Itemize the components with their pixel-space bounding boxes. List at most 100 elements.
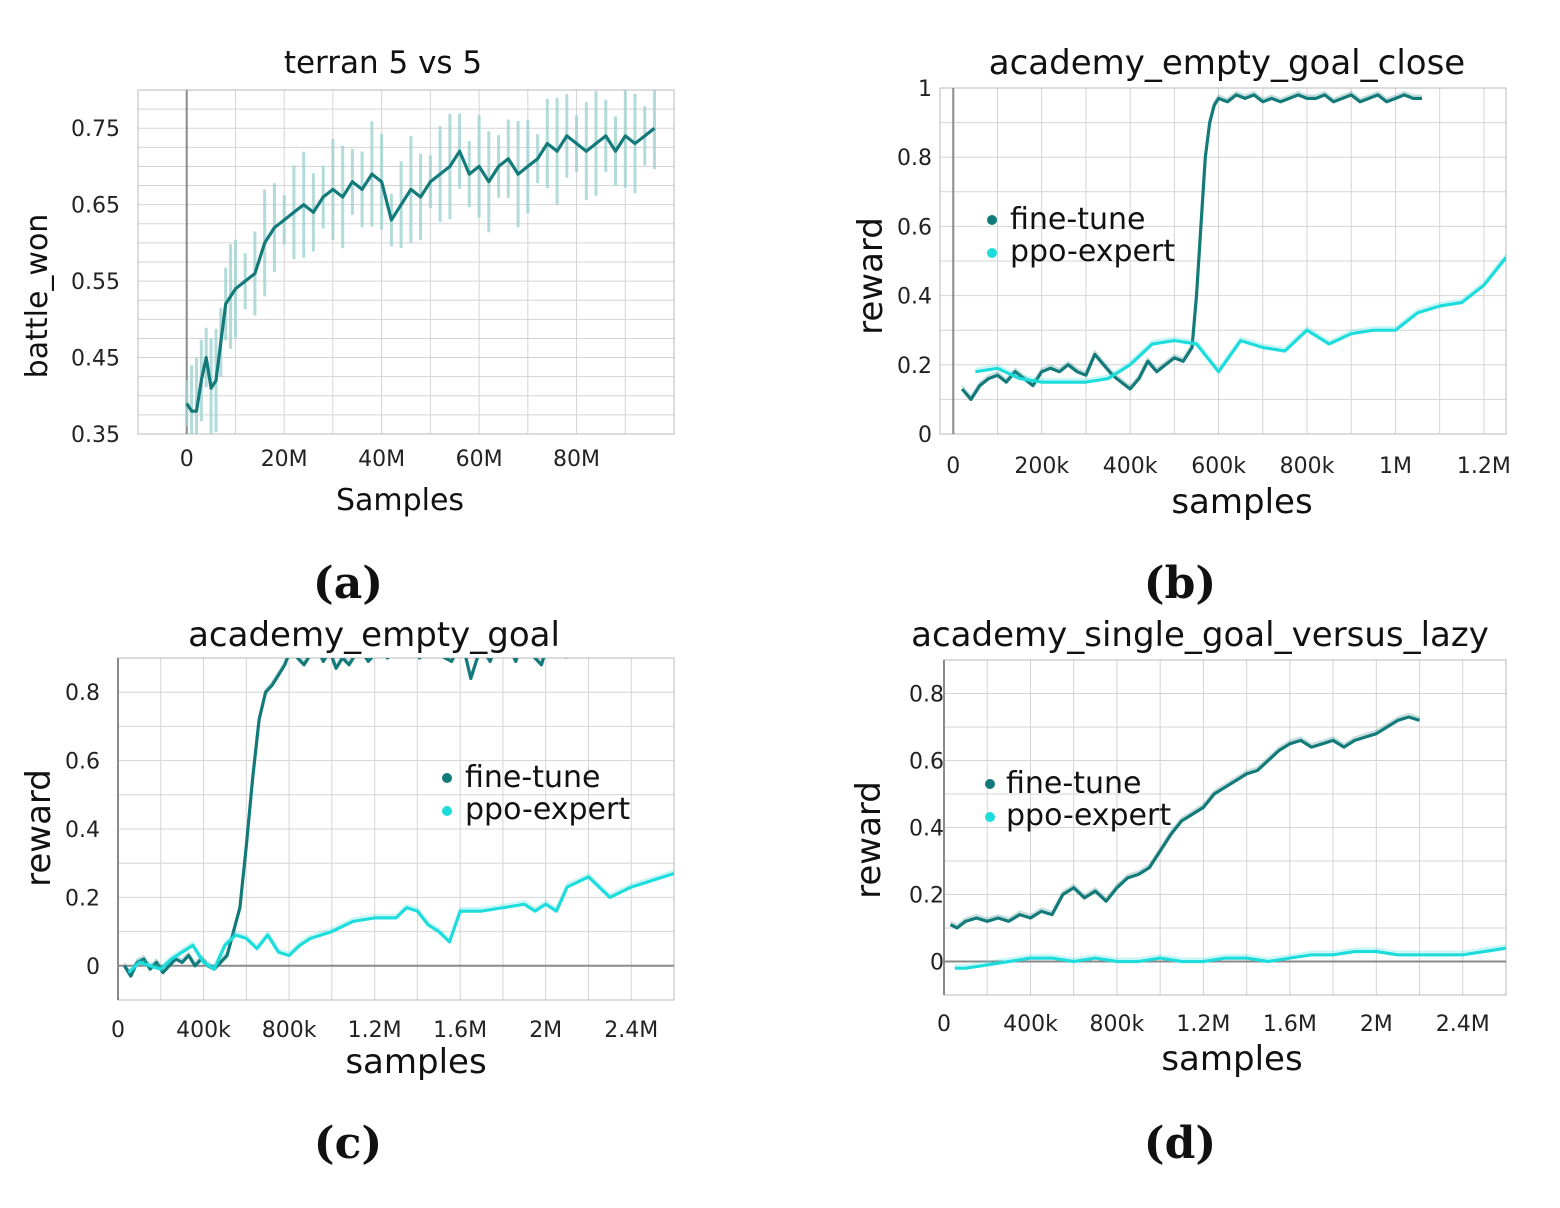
panel-a-series (185, 90, 656, 434)
panel-d-ylabel: reward (849, 781, 889, 899)
x-tick-label: 2.4M (1436, 1012, 1490, 1037)
y-tick-label: 0.55 (71, 270, 120, 295)
y-tick-label: 0.2 (909, 884, 944, 909)
legend-marker-ppo-expert (987, 248, 997, 258)
x-tick-label: 400k (1103, 454, 1158, 479)
y-tick-label: 0.8 (909, 683, 944, 708)
y-tick-label: 0.4 (909, 817, 944, 842)
x-tick-label: 0 (937, 1012, 951, 1037)
x-tick-label: 800k (262, 1018, 317, 1043)
series-ppo_expert-line (975, 256, 1506, 384)
x-tick-label: 0 (180, 447, 194, 472)
series-ppo_expert-line (954, 946, 1506, 970)
series-fine_tune-line (123, 658, 568, 978)
panel-d: academy_single_goal_versus_lazy 0 400k 800… (849, 615, 1507, 1169)
series-fine_tune-raw (123, 658, 544, 976)
legend-label-fine-tune: fine-tune (465, 760, 600, 795)
x-tick-label: 40M (358, 447, 405, 472)
legend-label-ppo-expert: ppo-expert (465, 792, 630, 827)
legend-label-fine-tune: fine-tune (1006, 766, 1141, 801)
x-tick-label: 2M (529, 1018, 562, 1043)
panel-d-title: academy_single_goal_versus_lazy (911, 615, 1489, 655)
panel-c-xlabel: samples (345, 1042, 486, 1082)
y-tick-label: 0.8 (897, 146, 932, 171)
y-tick-label: 0.6 (897, 215, 932, 240)
panel-d-caption: (d) (1144, 1118, 1216, 1169)
x-tick-label: 200k (1014, 454, 1069, 479)
panel-a-grid (137, 89, 675, 435)
panel-d-xlabel: samples (1161, 1039, 1302, 1079)
raw-noise-band (185, 90, 656, 434)
x-tick-label: 800k (1280, 454, 1335, 479)
series-fine_tune-line (185, 126, 656, 413)
legend-marker-fine-tune (985, 779, 995, 789)
x-tick-label: 0 (111, 1018, 125, 1043)
legend-label-fine-tune: fine-tune (1010, 202, 1145, 237)
series-fine_tune-line (949, 715, 1420, 930)
panel-a-ticks: 0 20M 40M 60M 80M 0.35 0.45 0.55 0.65 0.75 (71, 117, 600, 472)
y-tick-label: 0.65 (71, 194, 120, 219)
panel-a-caption: (a) (313, 558, 383, 609)
series-group (960, 90, 1506, 401)
y-tick-label: 0 (86, 955, 100, 980)
series-fine_tune-line (960, 93, 1422, 401)
x-tick-label: 1.2M (1176, 1012, 1230, 1037)
panel-a-ylabel: battle_won (20, 214, 55, 379)
panel-c-legend: fine-tune ppo-expert (442, 760, 630, 827)
panel-a: terran 5 vs 5 0 20M 40M 60M 80M0.350.450.550… (20, 45, 675, 609)
x-tick-label: 0 (946, 454, 960, 479)
x-tick-label: 80M (553, 447, 600, 472)
panel-b-caption: (b) (1144, 558, 1216, 609)
y-tick-label: 0 (930, 951, 944, 976)
legend-marker-ppo-expert (985, 812, 995, 822)
y-tick-label: 1 (918, 77, 932, 102)
panel-b-ylabel: reward (851, 217, 891, 335)
series-group (949, 712, 1506, 970)
panel-b-legend: fine-tune ppo-expert (987, 202, 1175, 269)
y-tick-label: 0.35 (71, 423, 120, 448)
panel-b-xlabel: samples (1171, 482, 1312, 522)
x-tick-label: 1.6M (1263, 1012, 1317, 1037)
x-tick-label: 400k (176, 1018, 231, 1043)
series-fine_tune-raw (950, 712, 1420, 927)
x-tick-label: 800k (1090, 1012, 1145, 1037)
legend-marker-fine-tune (987, 215, 997, 225)
y-tick-label: 0.4 (897, 285, 932, 310)
y-tick-label: 0.45 (71, 347, 120, 372)
x-tick-label: 1.2M (1457, 454, 1511, 479)
legend-label-ppo-expert: ppo-expert (1006, 798, 1171, 833)
panel-a-title: terran 5 vs 5 (284, 45, 482, 81)
panel-c-series (123, 658, 674, 978)
y-tick-label: 0.75 (71, 117, 120, 142)
series-ppo_expert-raw (975, 253, 1506, 381)
panel-d-legend: fine-tune ppo-expert (985, 766, 1171, 833)
x-tick-label: 1M (1379, 454, 1412, 479)
series-group (123, 658, 674, 978)
panel-c: academy_empty_goal 0 400k 800k 1.2M 1.6M 2M 2.… (19, 615, 675, 1169)
y-tick-label: 0 (918, 423, 932, 448)
series-ppo_expert-raw (954, 944, 1506, 967)
panel-c-ylabel: reward (19, 769, 59, 887)
series-ppo_expert-raw (128, 869, 674, 971)
panel-c-title: academy_empty_goal (188, 615, 560, 655)
y-tick-label: 0.2 (65, 886, 100, 911)
panel-d-series (949, 712, 1506, 970)
x-tick-label: 1.2M (348, 1018, 402, 1043)
legend-marker-fine-tune (442, 773, 452, 783)
panel-a-xlabel: Samples (336, 483, 464, 518)
legend-marker-ppo-expert (442, 806, 452, 816)
series-group (185, 90, 656, 434)
panel-b-ticks: 0 200k 400k 600k 800k 1M 1.2M 0 0.2 0.4 0.6 0.8 1 (897, 77, 1511, 479)
panel-d-grid (943, 659, 1507, 996)
plot-frame (137, 89, 675, 435)
x-tick-label: 60M (456, 447, 503, 472)
panel-c-ticks: 0 400k 800k 1.2M 1.6M 2M 2.4M 0 0.2 0.4 0.6 0.8 (65, 681, 658, 1043)
panel-d-ticks: 0 400k 800k 1.2M 1.6M 2M 2.4M 0 0.2 0.4 0.6 0.8 (909, 683, 1490, 1038)
panel-b: academy_empty_goal_close 0 200k 400k 600k 80… (851, 43, 1511, 609)
panel-b-title: academy_empty_goal_close (989, 43, 1465, 83)
x-tick-label: 600k (1191, 454, 1246, 479)
panel-b-grid (939, 87, 1507, 435)
y-tick-label: 0.2 (897, 354, 932, 379)
x-tick-label: 2.4M (604, 1018, 658, 1043)
y-tick-label: 0.6 (909, 750, 944, 775)
